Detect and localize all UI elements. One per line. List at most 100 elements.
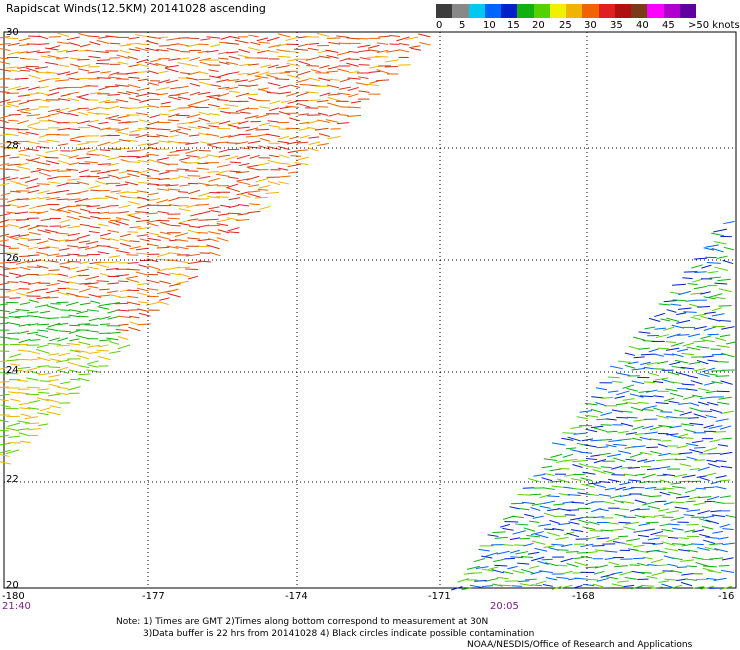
wind-barb: [685, 500, 696, 503]
wind-barb: [57, 160, 70, 165]
wind-barb: [66, 121, 79, 124]
wind-barb: [147, 288, 159, 291]
wind-barb: [557, 564, 568, 567]
wind-barb: [326, 54, 339, 59]
wind-barb: [606, 430, 618, 433]
wind-barb: [29, 339, 41, 341]
wind-barb: [87, 111, 100, 115]
wind-barb: [90, 170, 101, 173]
wind-barb: [27, 238, 41, 241]
wind-barb: [34, 288, 49, 292]
wind-barb: [265, 191, 279, 195]
wind-barb: [692, 440, 704, 444]
wind-barb: [227, 227, 240, 232]
wind-barb: [126, 160, 140, 163]
wind-barb: [228, 204, 240, 209]
wind-barb: [38, 85, 49, 89]
wind-barb: [7, 85, 22, 91]
wind-barb: [714, 296, 726, 300]
wind-barb: [561, 437, 574, 441]
wind-barb: [0, 146, 11, 149]
wind-barb: [158, 177, 170, 181]
wind-barb: [136, 169, 150, 174]
wind-barb: [99, 154, 111, 158]
wind-barb: [218, 86, 230, 90]
wind-barb: [37, 388, 49, 391]
wind-barb: [665, 341, 677, 344]
wind-barb: [529, 565, 540, 569]
wind-barb: [7, 332, 19, 335]
wind-barb: [719, 479, 731, 482]
wind-barb: [7, 422, 21, 427]
wind-barb: [318, 133, 330, 137]
wind-barb: [20, 413, 31, 417]
wind-barb: [25, 131, 39, 136]
wind-barb: [542, 583, 553, 587]
wind-barb: [35, 304, 49, 308]
wind-barb: [117, 175, 131, 180]
wind-barb: [671, 324, 685, 329]
wind-barb: [36, 51, 51, 54]
wind-barb: [66, 292, 79, 297]
wind-barb: [702, 339, 715, 343]
wind-barb: [0, 99, 11, 103]
wind-barb: [255, 114, 270, 119]
wind-barb: [27, 259, 41, 263]
wind-barb: [0, 35, 10, 39]
wind-barb: [57, 143, 69, 147]
wind-barb: [36, 204, 49, 207]
wind-barb: [257, 162, 270, 166]
wind-barb: [519, 537, 531, 540]
wind-barb: [662, 473, 676, 477]
wind-barb: [571, 478, 582, 481]
wind-barb: [543, 458, 558, 461]
wind-barb: [187, 275, 199, 280]
wind-barb: [100, 323, 111, 325]
wind-barb: [7, 391, 19, 394]
wind-barb: [235, 171, 250, 174]
wind-barb: [48, 260, 59, 263]
wind-barb: [56, 182, 69, 187]
wind-barb: [0, 212, 11, 217]
wind-barb: [717, 278, 731, 282]
wind-barb: [225, 42, 239, 45]
wind-barb: [18, 37, 31, 42]
wind-barb: [26, 386, 41, 389]
wind-barb: [186, 77, 199, 81]
wind-barb: [127, 84, 141, 89]
wind-barb: [327, 102, 340, 107]
wind-barb: [692, 394, 703, 398]
wind-barb: [656, 458, 668, 462]
wind-barb: [29, 358, 41, 361]
wind-barb: [631, 585, 643, 590]
wind-barb: [628, 479, 641, 482]
wind-barb: [115, 328, 129, 331]
wind-barb: [257, 88, 272, 93]
wind-barb: [187, 261, 202, 265]
wind-barb: [678, 290, 691, 296]
wind-barb: [17, 204, 29, 209]
wind-barb: [0, 104, 12, 108]
wind-barb: [24, 58, 39, 61]
wind-barb: [604, 501, 615, 505]
wind-barb: [27, 281, 41, 286]
wind-barb: [67, 225, 81, 229]
wind-barb: [119, 49, 131, 54]
wind-barb: [289, 117, 301, 122]
wind-barb: [607, 522, 619, 525]
wind-barb: [619, 410, 633, 413]
wind-barb: [66, 168, 79, 171]
wind-barb: [687, 549, 699, 553]
wind-barb: [235, 92, 250, 98]
wind-barb: [226, 183, 239, 189]
wind-barb: [676, 319, 691, 324]
wind-barb: [653, 353, 664, 357]
wind-barb: [40, 218, 52, 221]
wind-barb: [248, 47, 261, 51]
wind-barb: [158, 171, 170, 175]
wind-barb: [135, 93, 150, 97]
wind-barb: [195, 98, 210, 104]
wind-barb: [67, 112, 79, 117]
wind-barb: [721, 326, 735, 330]
wind-barb: [75, 334, 90, 340]
